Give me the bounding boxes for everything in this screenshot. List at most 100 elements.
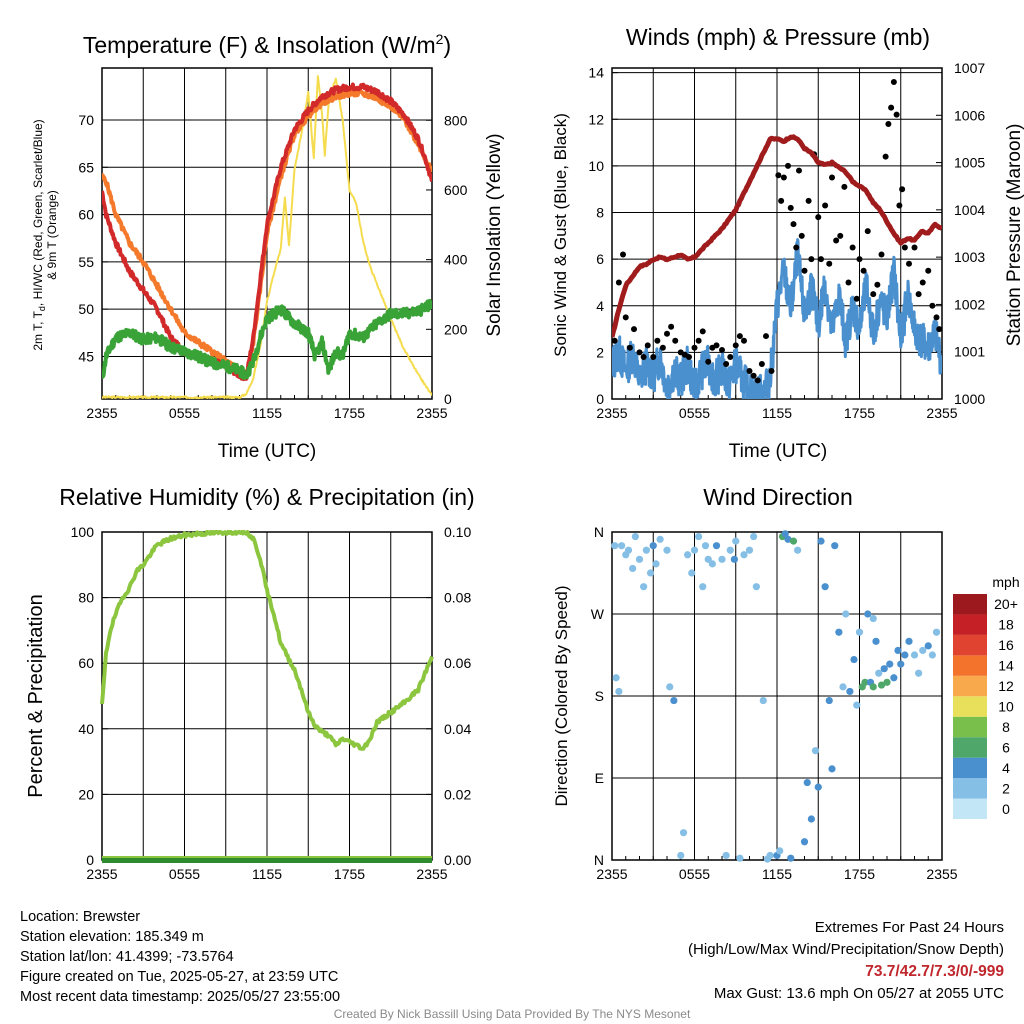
wind-y2tick-label: 1001 bbox=[954, 344, 985, 360]
wind-xtick-label: 2355 bbox=[596, 405, 627, 421]
wind-y2tick-label: 1002 bbox=[954, 296, 985, 312]
wind-direction-point bbox=[886, 660, 894, 668]
wind-ylabel-left: Sonic Wind & Gust (Blue, Black) bbox=[551, 113, 570, 357]
gust-point bbox=[936, 326, 942, 333]
temp-y2tick-label: 800 bbox=[444, 112, 468, 128]
wind-direction-point bbox=[869, 614, 877, 623]
wind-direction-point bbox=[825, 696, 833, 705]
wdir-xtick-label: 1155 bbox=[762, 866, 792, 882]
wdir-ytick-label: W bbox=[591, 606, 605, 622]
wind-direction-point bbox=[677, 851, 685, 860]
wind-direction-point bbox=[869, 683, 877, 691]
credit-line: Created By Nick Bassill Using Data Provi… bbox=[333, 1007, 691, 1021]
speed-legend-title: mph bbox=[992, 574, 1019, 590]
insolation-line bbox=[102, 75, 432, 399]
gust-point bbox=[736, 333, 743, 340]
temp-xtick-label: 2355 bbox=[416, 405, 447, 421]
wind-direction-point bbox=[875, 669, 883, 677]
wind-direction-point bbox=[646, 569, 655, 577]
wind-direction-point bbox=[932, 628, 941, 636]
legend-swatch bbox=[953, 716, 987, 738]
temperature-xlabel: Time (UTC) bbox=[218, 441, 317, 462]
wind-direction-point bbox=[615, 687, 623, 696]
wind-direction-point bbox=[642, 546, 650, 554]
wind-direction-point bbox=[814, 783, 822, 791]
gust-point bbox=[933, 314, 940, 321]
gust-point bbox=[790, 221, 797, 228]
legend-swatch bbox=[953, 757, 987, 779]
wind-direction-point bbox=[679, 829, 688, 837]
gust-point bbox=[901, 244, 908, 251]
wind-direction-point bbox=[880, 665, 888, 673]
temp-ytick-label: 50 bbox=[78, 301, 94, 317]
wind-direction-point bbox=[915, 669, 923, 677]
gust-point bbox=[719, 347, 725, 354]
wind-direction-point bbox=[745, 546, 754, 554]
gust-point bbox=[801, 267, 808, 274]
wind-y2tick-label: 1007 bbox=[954, 60, 985, 76]
gust-point bbox=[723, 361, 730, 368]
wind-direction-point bbox=[766, 851, 774, 860]
wind-direction-point bbox=[699, 583, 707, 591]
wind-direction-point bbox=[890, 674, 898, 682]
gust-point bbox=[758, 361, 765, 368]
wind-direction-point bbox=[800, 838, 809, 846]
rh-ytick-label: 20 bbox=[78, 786, 94, 802]
gust-point bbox=[785, 162, 791, 169]
wind-direction-point bbox=[652, 560, 660, 568]
wind-y2tick-label: 1006 bbox=[954, 107, 985, 123]
gust-point bbox=[815, 214, 822, 221]
wind-ytick-label: 0 bbox=[596, 391, 604, 407]
wind-title: Winds (mph) & Pressure (mb) bbox=[626, 24, 930, 50]
gust-point bbox=[853, 295, 860, 302]
gust-point bbox=[796, 167, 802, 174]
legend-label: 14 bbox=[998, 658, 1014, 674]
gust-point bbox=[805, 197, 812, 204]
legend-label: 12 bbox=[998, 678, 1014, 694]
wind-direction-point bbox=[897, 660, 905, 668]
wind-direction-point bbox=[811, 747, 820, 755]
gust-point bbox=[640, 354, 647, 361]
station-info: Location: Brewster Station elevation: 18… bbox=[20, 907, 340, 1007]
temperature-ylabel-left: 2m T, Td, HI/WC (Red, Green, Scarlet/Blu… bbox=[31, 119, 47, 350]
wind-direction-point bbox=[718, 555, 726, 563]
gust-point bbox=[763, 333, 769, 340]
temperature-panel: Temperature (F) & Insolation (W/m2) 2m T… bbox=[31, 31, 505, 462]
rh-ytick-label: 80 bbox=[78, 590, 94, 606]
temp-ytick-label: 60 bbox=[78, 207, 94, 223]
temp-ytick-label: 70 bbox=[78, 112, 94, 128]
gust-point bbox=[654, 337, 661, 344]
wind-direction-point bbox=[688, 569, 696, 577]
wind-direction-point bbox=[821, 583, 829, 591]
gust-point bbox=[896, 202, 903, 209]
temperature-ylabel-left-2: & 9m T (Orange) bbox=[45, 190, 59, 280]
figure-created: Figure created on Tue, 2025-05-27, at 23… bbox=[20, 969, 339, 985]
gust-point bbox=[691, 344, 698, 351]
gust-point bbox=[746, 368, 753, 375]
wind-panel: Winds (mph) & Pressure (mb) Sonic Wind &… bbox=[551, 24, 1024, 462]
wdir-ytick-label: S bbox=[595, 688, 604, 704]
wind-direction-point bbox=[708, 560, 716, 568]
gust-point bbox=[780, 174, 787, 181]
gust-point bbox=[695, 337, 702, 344]
legend-swatch bbox=[953, 778, 987, 799]
gust-point bbox=[890, 78, 897, 85]
wind-direction-point bbox=[831, 542, 839, 550]
wind-y2tick-label: 1000 bbox=[954, 391, 985, 407]
gust-point bbox=[699, 328, 706, 335]
wind-direction-point bbox=[670, 696, 678, 705]
gust-point bbox=[837, 232, 844, 239]
gust-point bbox=[841, 183, 848, 190]
gust-point bbox=[818, 256, 824, 263]
recent-timestamp: Most recent data timestamp: 2025/05/27 2… bbox=[20, 989, 341, 1005]
gust-point bbox=[860, 267, 867, 274]
rh-xtick-label: 1155 bbox=[252, 866, 282, 882]
wind-direction-point bbox=[618, 542, 626, 550]
wind-direction-point bbox=[631, 532, 639, 541]
wind-ytick-label: 10 bbox=[588, 158, 604, 174]
gust-point bbox=[713, 342, 720, 349]
extremes-values: 73.7/42.7/7.3/0/-999 bbox=[865, 963, 1004, 980]
wind-xlabel: Time (UTC) bbox=[729, 441, 828, 462]
speed-legend: 0 2 4 6 8 10 12 14 16 18 20+ bbox=[953, 594, 1018, 819]
